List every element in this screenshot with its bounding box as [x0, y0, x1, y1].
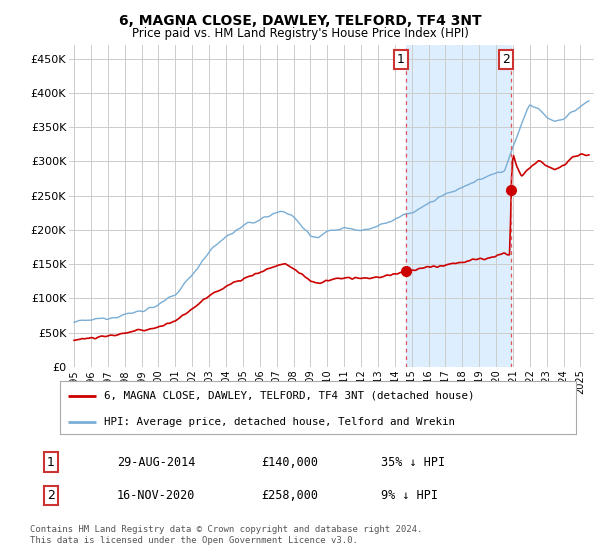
Text: 6, MAGNA CLOSE, DAWLEY, TELFORD, TF4 3NT (detached house): 6, MAGNA CLOSE, DAWLEY, TELFORD, TF4 3NT…	[104, 391, 475, 401]
Text: 16-NOV-2020: 16-NOV-2020	[117, 489, 196, 502]
Text: 35% ↓ HPI: 35% ↓ HPI	[381, 455, 445, 469]
Text: HPI: Average price, detached house, Telford and Wrekin: HPI: Average price, detached house, Telf…	[104, 417, 455, 427]
Text: 6, MAGNA CLOSE, DAWLEY, TELFORD, TF4 3NT: 6, MAGNA CLOSE, DAWLEY, TELFORD, TF4 3NT	[119, 14, 481, 28]
Text: 29-AUG-2014: 29-AUG-2014	[117, 455, 196, 469]
Text: Contains HM Land Registry data © Crown copyright and database right 2024.
This d: Contains HM Land Registry data © Crown c…	[30, 525, 422, 545]
Text: £258,000: £258,000	[261, 489, 318, 502]
Text: 1: 1	[47, 455, 55, 469]
Text: 1: 1	[397, 53, 405, 67]
Text: 2: 2	[502, 53, 510, 67]
Text: Price paid vs. HM Land Registry's House Price Index (HPI): Price paid vs. HM Land Registry's House …	[131, 27, 469, 40]
Text: 9% ↓ HPI: 9% ↓ HPI	[381, 489, 438, 502]
Bar	[406, 45, 511, 367]
Text: 2: 2	[47, 489, 55, 502]
Text: £140,000: £140,000	[261, 455, 318, 469]
